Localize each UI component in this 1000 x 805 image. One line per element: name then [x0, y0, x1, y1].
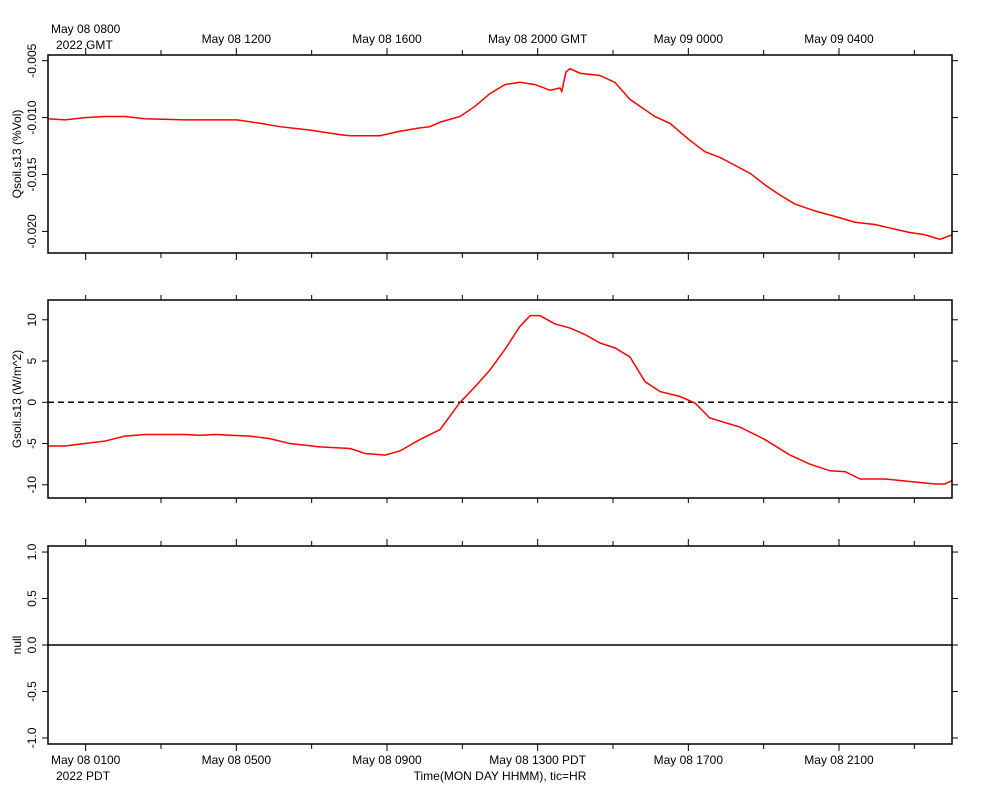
corner-label: 2022 GMT: [56, 38, 113, 52]
y-axis-label: Qsoil.s13 (%Vol): [10, 110, 24, 199]
x-tick-label: May 08 1700: [654, 753, 724, 767]
y-tick-label: -1.0: [25, 727, 39, 748]
x-tick-label: May 08 2000 GMT: [488, 32, 588, 46]
y-tick-label: -0.005: [25, 43, 39, 77]
x-tick-label: May 08 1200: [202, 32, 272, 46]
y-tick-label: 1.0: [25, 543, 39, 560]
x-tick-label: May 08 0900: [352, 753, 422, 767]
y-tick-label: -10: [25, 476, 39, 494]
x-tick-label: May 09 0000: [654, 32, 724, 46]
y-tick-label: -0.5: [25, 681, 39, 702]
plot-frame: [47, 545, 953, 745]
x-tick-label: May 08 2100: [804, 753, 874, 767]
y-axis-label: Gsoil.s13 (W/m^2): [10, 350, 24, 448]
plot-frame: [47, 299, 953, 499]
y-tick-label: 0.0: [25, 636, 39, 653]
data-line: [48, 314, 953, 485]
x-axis-label: Time(MON DAY HHMM), tic=HR: [414, 769, 587, 783]
y-axis-label: null: [10, 636, 24, 655]
data-line: [47, 67, 953, 241]
corner-label: 2022 PDT: [56, 769, 111, 783]
x-tick-label: May 09 0400: [804, 32, 874, 46]
y-tick-label: 0.5: [25, 590, 39, 607]
x-tick-label: May 08 0500: [202, 753, 272, 767]
x-tick-label: May 08 0100: [51, 753, 121, 767]
y-tick-label: 10: [25, 313, 39, 327]
y-tick-label: -0.010: [25, 100, 39, 134]
y-tick-label: -0.020: [25, 214, 39, 248]
x-tick-label: May 08 1600: [352, 32, 422, 46]
y-tick-label: 0: [25, 399, 39, 406]
y-tick-label: -0.015: [25, 157, 39, 191]
x-tick-label: May 08 0800: [51, 22, 121, 36]
y-tick-label: -5: [25, 438, 39, 449]
plot-frame: [47, 54, 953, 254]
x-tick-label: May 08 1300 PDT: [489, 753, 586, 767]
y-tick-label: 5: [25, 357, 39, 364]
